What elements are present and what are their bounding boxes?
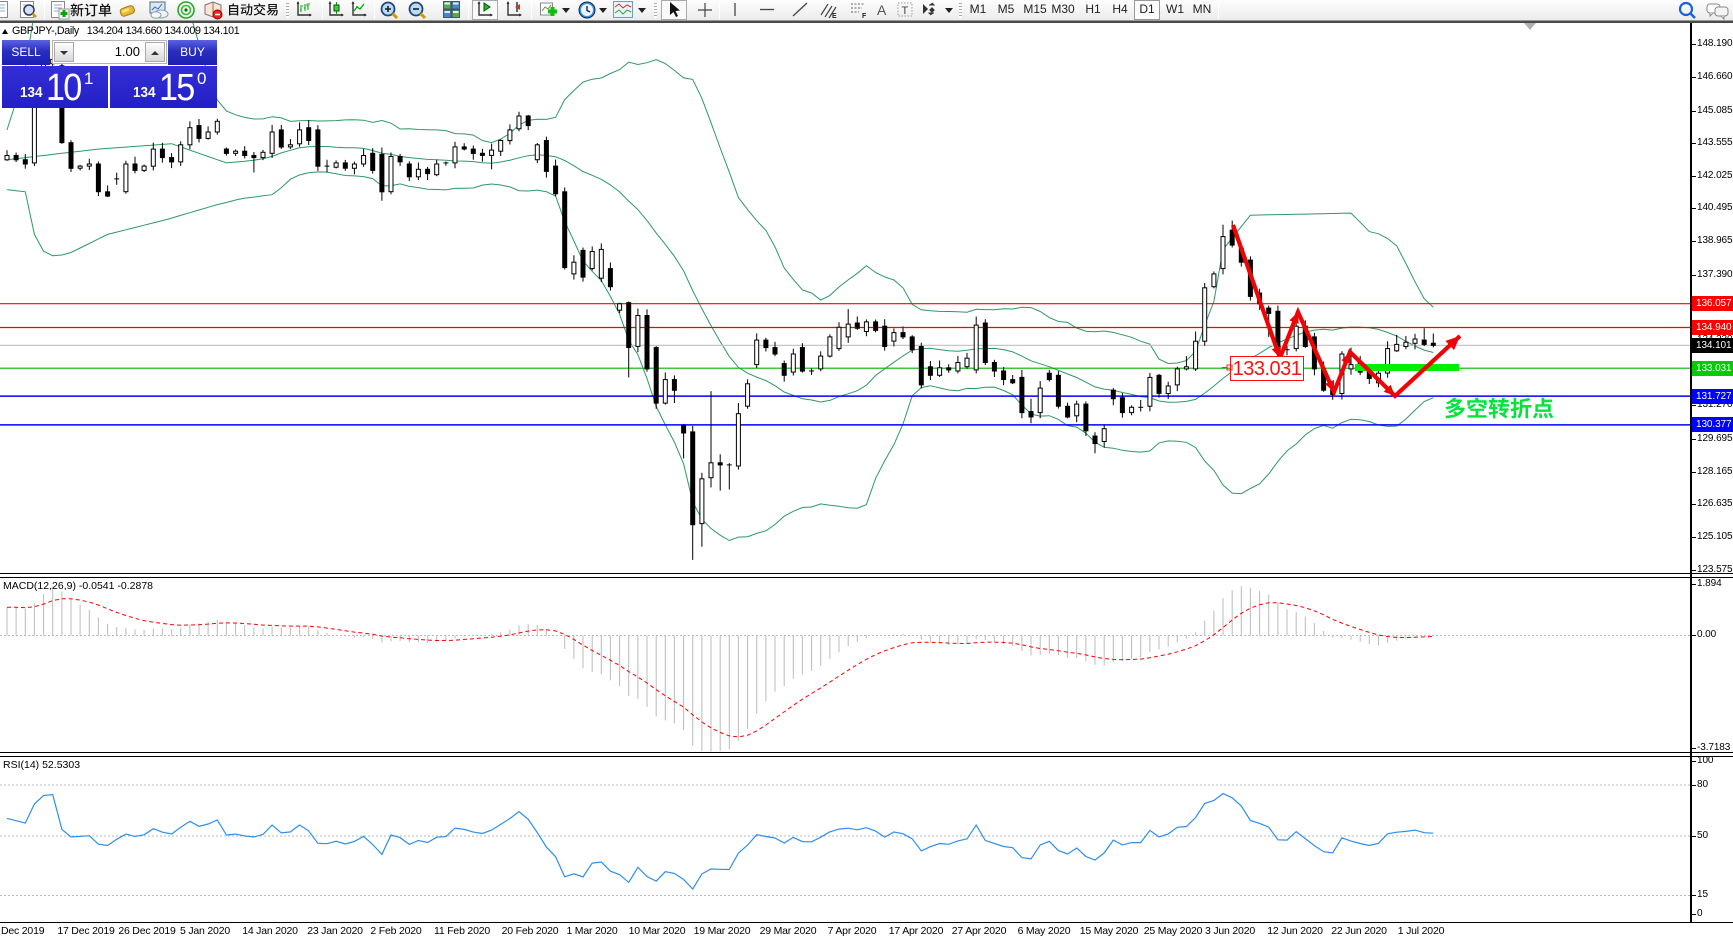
svg-text:E: E <box>832 13 837 20</box>
svg-text:F: F <box>862 13 867 20</box>
svg-text:T: T <box>902 5 909 17</box>
